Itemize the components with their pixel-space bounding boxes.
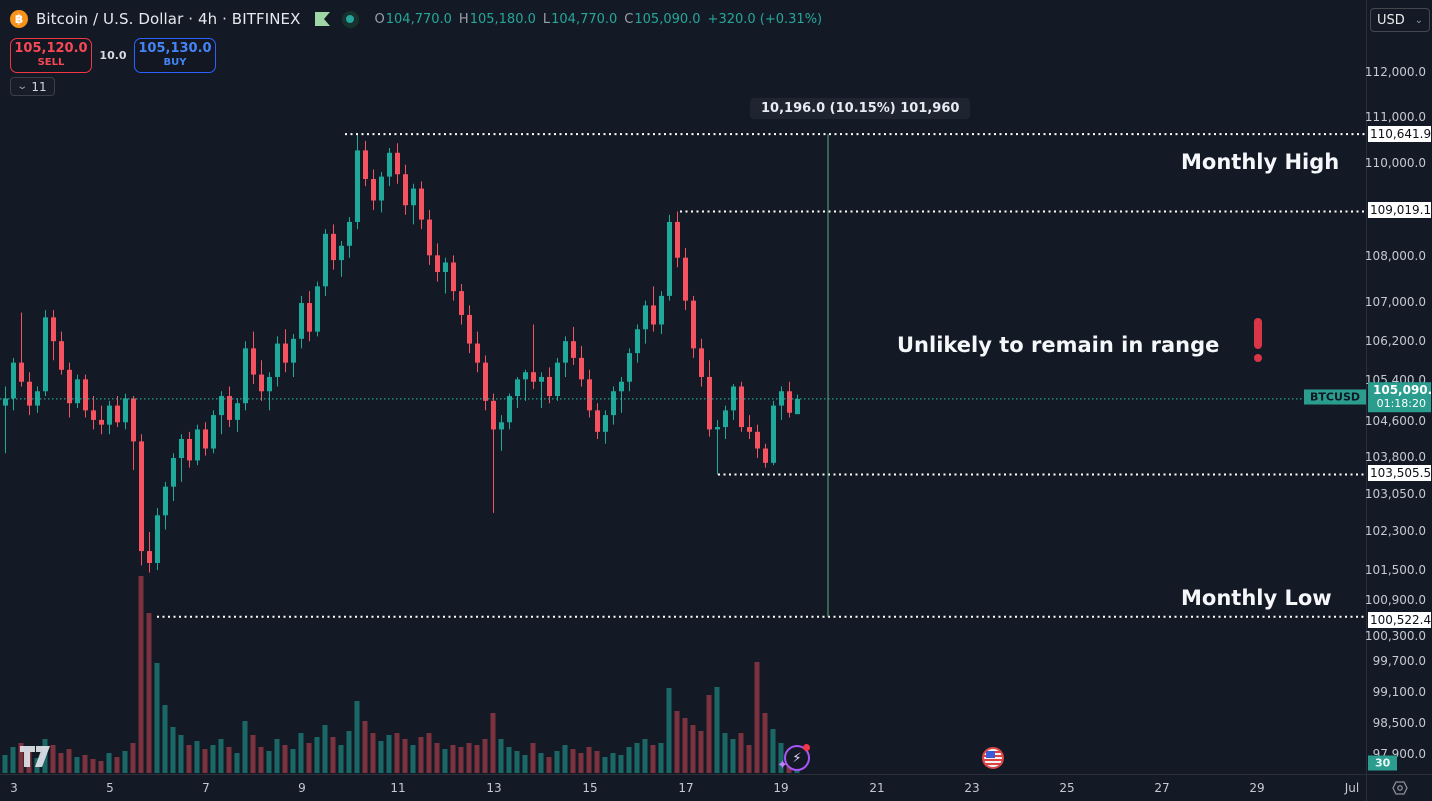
price-tick-label: 106,200.0: [1364, 334, 1426, 348]
price-axis[interactable]: USD ⌄ 112,000.0 111,000.0 110,000.0 108,000…: [1364, 0, 1432, 774]
sparkle-icon: ✦: [777, 758, 788, 773]
volume-bars: [2, 576, 800, 773]
warning-label[interactable]: Unlikely to remain in range: [897, 333, 1220, 357]
symbol-legend: ฿ Bitcoin / U.S. Dollar · 4h · BITFINEX …: [10, 8, 822, 30]
notification-dot: [803, 744, 810, 751]
lightning-icon: ⚡: [792, 750, 802, 766]
time-tick-label: 29: [1249, 781, 1265, 795]
bitcoin-icon: ฿: [10, 10, 28, 28]
level-price-badge: 100,522.4: [1368, 612, 1432, 628]
price-tick-label: 101,500.0: [1364, 563, 1426, 577]
price-tick-label: 104,600.0: [1364, 414, 1426, 428]
axis-corner: [1366, 774, 1432, 801]
price-tick-label: 108,000.0: [1364, 249, 1426, 263]
price-tick-label: 100,300.0: [1364, 629, 1426, 643]
exclamation-mark[interactable]: [1254, 318, 1262, 362]
time-tick-label: 23: [964, 781, 980, 795]
time-tick-label: 3: [10, 781, 18, 795]
monthly-high-label[interactable]: Monthly High: [1181, 150, 1340, 174]
time-tick-label: 17: [678, 781, 694, 795]
ohlc-readout: O104,770.0 H105,180.0 L104,770.0 C105,09…: [374, 11, 823, 27]
price-tick-label: 103,800.0: [1364, 450, 1426, 464]
currency-dropdown[interactable]: USD ⌄: [1370, 8, 1430, 32]
last-volume-badge: 30: [1368, 755, 1398, 771]
price-tick-label: 107,000.0: [1364, 295, 1426, 309]
time-tick-label: 7: [202, 781, 210, 795]
symbol-title[interactable]: Bitcoin / U.S. Dollar · 4h · BITFINEX: [36, 10, 301, 28]
indicators-collapse-button[interactable]: ⌄ 11: [10, 77, 55, 96]
spread-label: 10.0: [99, 49, 127, 62]
time-axis[interactable]: 3 5 7 9 11 13 15 17 19 21 23 25 27 29 Jul: [0, 774, 1366, 801]
price-tick-label: 110,000.0: [1364, 156, 1426, 170]
time-tick-label: 25: [1059, 781, 1075, 795]
level-price-badge: 110,641.9: [1368, 126, 1432, 142]
price-tick-label: 100,900.0: [1364, 593, 1426, 607]
time-tick-label: 5: [106, 781, 114, 795]
market-status-icon[interactable]: [341, 10, 359, 28]
time-tick-label: 19: [773, 781, 789, 795]
time-tick-label: Jul: [1344, 781, 1360, 795]
candles: [3, 134, 800, 573]
scale-settings-button[interactable]: [1391, 779, 1409, 797]
time-tick-label: 9: [298, 781, 306, 795]
price-tick-label: 98,500.0: [1372, 716, 1426, 730]
time-tick-label: 15: [582, 781, 598, 795]
time-tick-label: 21: [869, 781, 885, 795]
low-value: 104,770.0: [551, 11, 618, 27]
tradingview-logo[interactable]: [16, 740, 52, 776]
level-price-badge: 109,019.1: [1368, 202, 1432, 218]
monthly-low-label[interactable]: Monthly Low: [1181, 586, 1332, 610]
us-economic-event-icon[interactable]: [982, 747, 1004, 769]
level-price-badge: 103,505.5: [1368, 465, 1432, 481]
price-tick-label: 112,000.0: [1364, 65, 1426, 79]
symbol-price-label: BTCUSD: [1304, 389, 1366, 405]
high-value: 105,180.0: [469, 11, 536, 27]
crypto-event-icon[interactable]: ⚡ ✦: [777, 744, 810, 773]
close-value: 105,090.0: [634, 11, 701, 27]
time-tick-label: 27: [1154, 781, 1170, 795]
candlestick-chart: [0, 133, 1366, 773]
change-value: +320.0 (+0.31%): [707, 11, 823, 27]
flag-bookmark-icon[interactable]: [314, 12, 330, 26]
level-lines: [157, 133, 1366, 618]
last-price-badge: 105,090.001:18:20: [1368, 382, 1432, 412]
price-tick-label: 102,300.0: [1364, 524, 1426, 538]
trade-panel: 105,120.0 SELL 10.0 105,130.0 BUY: [10, 38, 216, 73]
price-tick-label: 103,050.0: [1364, 487, 1426, 501]
buy-button[interactable]: 105,130.0 BUY: [134, 38, 216, 73]
open-value: 104,770.0: [385, 11, 452, 27]
time-tick-label: 13: [486, 781, 502, 795]
time-tick-label: 11: [390, 781, 406, 795]
price-chart-canvas[interactable]: ฿ Bitcoin / U.S. Dollar · 4h · BITFINEX …: [0, 0, 1366, 774]
price-tick-label: 111,000.0: [1364, 110, 1426, 124]
price-tick-label: 99,700.0: [1372, 654, 1426, 668]
price-range-tooltip: 10,196.0 (10.15%) 101,960: [750, 98, 971, 119]
chevron-down-icon: ⌄: [16, 81, 29, 92]
price-tick-label: 99,100.0: [1372, 685, 1426, 699]
chevron-down-icon: ⌄: [1414, 14, 1423, 26]
sell-button[interactable]: 105,120.0 SELL: [10, 38, 92, 73]
